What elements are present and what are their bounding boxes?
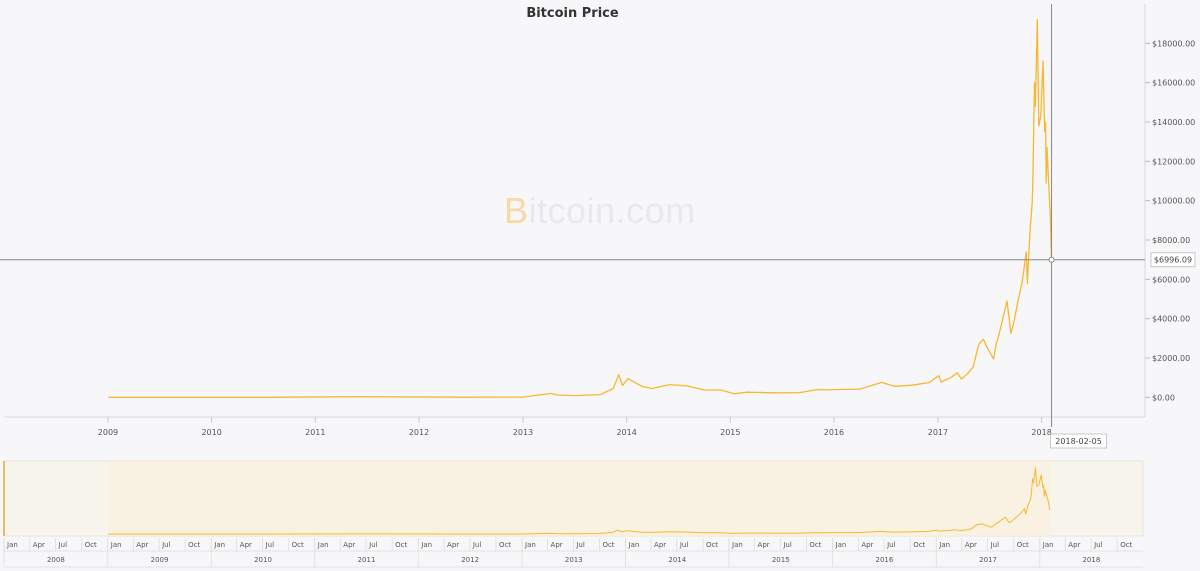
navigator-month-label: Jan [317, 541, 329, 549]
navigator-month-label: Jan [628, 541, 640, 549]
crosshair-value-box [1150, 252, 1196, 268]
navigator-month-label: Jul [679, 541, 689, 549]
x-tick-label: 2010 [201, 428, 221, 437]
navigator-month-label: Apr [33, 541, 45, 549]
navigator-month-label: Oct [85, 541, 97, 549]
crosshair-date-label: 2018-02-05 [1050, 433, 1107, 449]
navigator-month-label: Apr [240, 541, 252, 549]
y-tick-label: $0.00 [1152, 393, 1175, 402]
navigator-month-label: Jul [886, 541, 896, 549]
navigator-month-label: Jan [213, 541, 225, 549]
crosshair-value-text: $6996.09 [1154, 256, 1192, 265]
watermark-text: itcoin.com [528, 190, 696, 231]
navigator-year-label: 2016 [875, 556, 893, 564]
navigator-year-label: 2014 [668, 556, 686, 564]
y-tick-label: $14000.00 [1152, 118, 1195, 127]
navigator-month-label: Jul [782, 541, 792, 549]
y-tick-label: $6000.00 [1152, 275, 1190, 284]
navigator-month-label: Apr [551, 541, 563, 549]
y-tick-label: $10000.00 [1152, 197, 1195, 206]
navigator-year-label: 2009 [151, 556, 169, 564]
navigator-year-label: 2017 [979, 556, 997, 564]
navigator-month-label: Jul [368, 541, 378, 549]
navigator-month-label: Oct [395, 541, 407, 549]
navigator-month-label: Apr [758, 541, 770, 549]
x-tick-label: 2016 [824, 428, 844, 437]
navigator-month-label: Apr [654, 541, 666, 549]
navigator-year-label: 2015 [772, 556, 790, 564]
navigator-month-label: Oct [602, 541, 614, 549]
y-tick-label: $2000.00 [1152, 354, 1190, 363]
navigator-year-label: 2013 [565, 556, 583, 564]
chart-title: Bitcoin Price [526, 6, 619, 21]
navigator-month-label: Jul [575, 541, 585, 549]
y-tick-label: $8000.00 [1152, 236, 1190, 245]
x-tick-label: 2017 [928, 428, 948, 437]
navigator-year-label: 2008 [47, 556, 65, 564]
navigator-month-label: Oct [1120, 541, 1132, 549]
navigator-month-label: Apr [965, 541, 977, 549]
navigator-month-label: Apr [1068, 541, 1080, 549]
y-tick-label: $16000.00 [1152, 79, 1195, 88]
navigator-month-label: Apr [343, 541, 355, 549]
navigator-series-line [108, 467, 1051, 535]
x-tick-label: 2012 [409, 428, 429, 437]
price-series-line [108, 19, 1053, 398]
x-tick-label: 2011 [305, 428, 325, 437]
navigator-month-label: Jan [420, 541, 432, 549]
navigator-month-label: Jan [110, 541, 122, 549]
navigator-month-label: Oct [188, 541, 200, 549]
navigator-month-label: Oct [499, 541, 511, 549]
navigator-month-label: Oct [1017, 541, 1029, 549]
navigator-month-label: Jul [1093, 541, 1103, 549]
navigator-selected-range[interactable] [108, 461, 1050, 536]
navigator-month-label: Jan [6, 541, 18, 549]
navigator-year-label: 2012 [461, 556, 479, 564]
navigator-month-label: Jan [938, 541, 950, 549]
navigator[interactable]: Jan Apr Jul Oct 2008 Jan Apr Jul Oct 2009 Jan Apr Ju… [3, 460, 1144, 568]
crosshair-point [1048, 256, 1055, 263]
watermark-logo: Bitcoin.com [504, 190, 696, 232]
x-tick-label: 2014 [616, 428, 636, 437]
navigator-month-label: Oct [913, 541, 925, 549]
y-tick-label: $4000.00 [1152, 315, 1190, 324]
x-tick-label: 2018 [1031, 428, 1051, 437]
x-tick-label: 2013 [513, 428, 533, 437]
navigator-month-label: Jan [835, 541, 847, 549]
navigator-month-label: Jul [990, 541, 1000, 549]
navigator-month-label: Jan [731, 541, 743, 549]
navigator-year-label: 2018 [1082, 556, 1100, 564]
y-tick-label: $12000.00 [1152, 157, 1195, 166]
navigator-month-label: Jul [472, 541, 482, 549]
navigator-year-label: 2011 [358, 556, 376, 564]
navigator-year-label: 2010 [254, 556, 272, 564]
x-tick-label: 2009 [98, 428, 118, 437]
navigator-month-label: Oct [809, 541, 821, 549]
navigator-month-label: Oct [292, 541, 304, 549]
y-tick-label: $18000.00 [1152, 39, 1195, 48]
main-plot: $0.00 $2000.00 $4000.00 $6000.00 $8000.00 $10… [0, 4, 1196, 449]
navigator-month-label: Jan [524, 541, 536, 549]
navigator-month-label: Jan [1042, 541, 1054, 549]
navigator-month-label: Jul [58, 541, 68, 549]
navigator-month-label: Apr [136, 541, 148, 549]
watermark-mark: B [504, 190, 529, 231]
crosshair-date-box [1050, 433, 1107, 449]
crosshair-value-label: $6996.09 [1150, 252, 1196, 268]
navigator-month-label: Jul [161, 541, 171, 549]
x-tick-label: 2015 [720, 428, 740, 437]
navigator-month-label: Jul [265, 541, 275, 549]
navigator-month-label: Apr [447, 541, 459, 549]
navigator-month-label: Apr [861, 541, 873, 549]
crosshair-date-text: 2018-02-05 [1055, 437, 1102, 446]
navigator-month-label: Oct [706, 541, 718, 549]
